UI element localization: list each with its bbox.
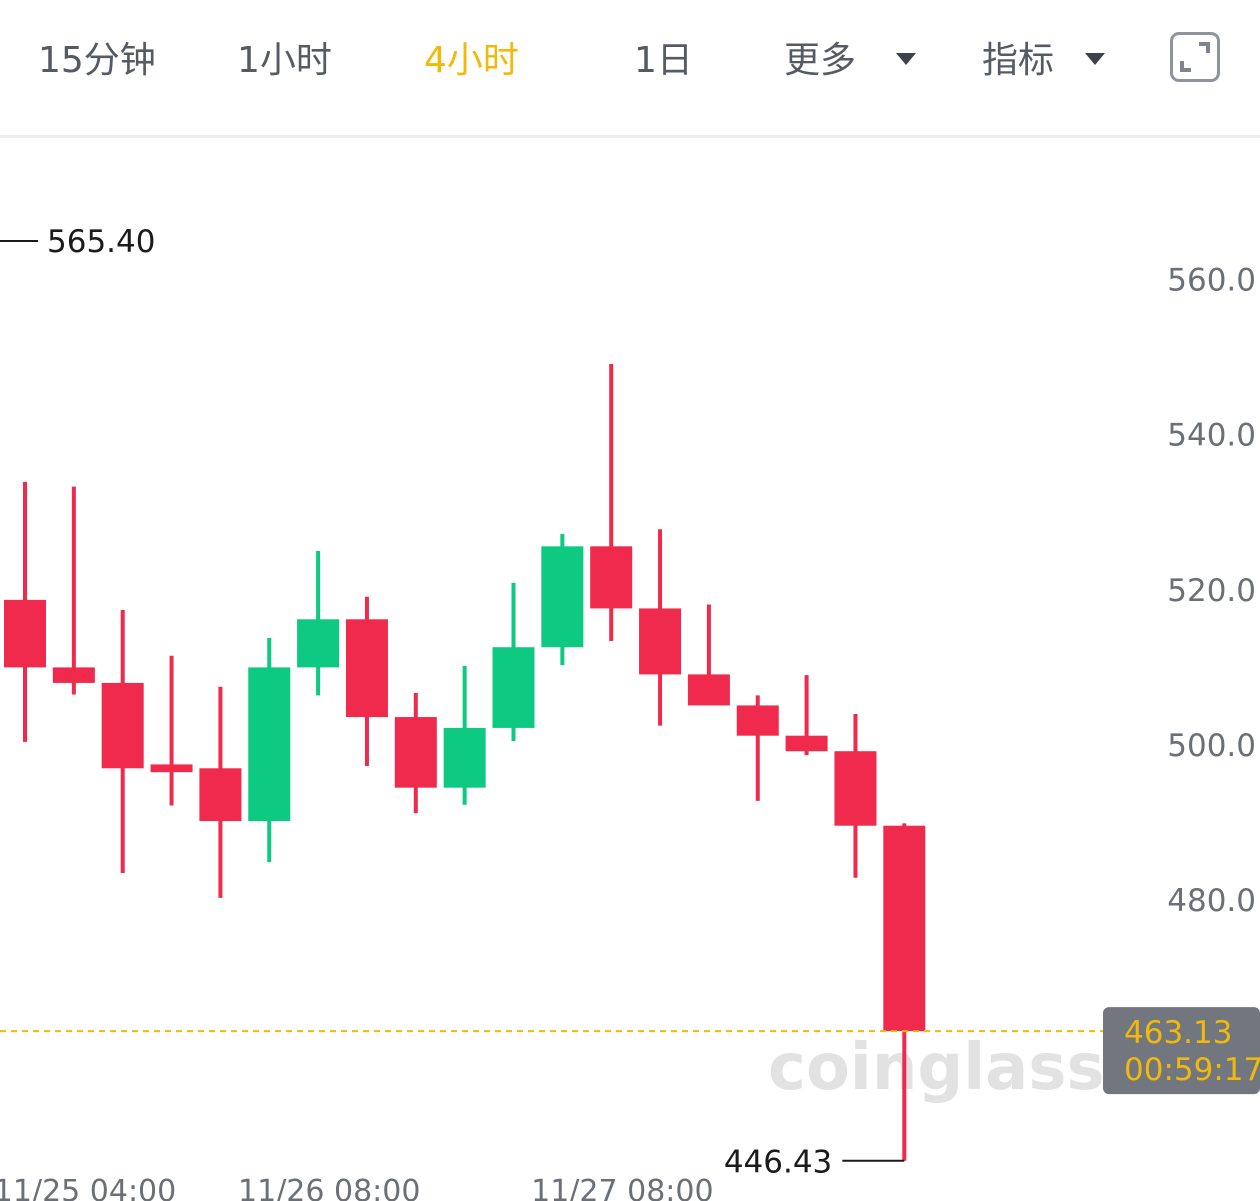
candle[interactable] [834, 713, 877, 878]
candle[interactable] [590, 363, 633, 642]
candle-body [883, 825, 926, 1032]
candle[interactable] [394, 693, 437, 814]
candle[interactable] [687, 604, 730, 706]
more-dropdown[interactable]: 更多 [784, 40, 857, 81]
candle[interactable] [297, 551, 340, 696]
candle-body [345, 619, 388, 718]
candle[interactable] [101, 609, 144, 874]
candle[interactable] [4, 481, 46, 742]
candle[interactable] [639, 529, 682, 726]
indicator-dropdown[interactable]: 指标 [982, 40, 1055, 81]
min-price-label: 446.43 [724, 1145, 832, 1181]
last-price-tag-bg [1103, 1007, 1260, 1095]
candle-body [52, 667, 95, 683]
candle-body [443, 727, 486, 788]
candle[interactable] [883, 823, 926, 1161]
candle[interactable] [492, 582, 535, 742]
indicator-chevron-down-icon[interactable] [1085, 53, 1105, 65]
candlestick-chart[interactable]: coinglass.c 560.0 540.0 520.0 500.0 480.0 11/… [0, 141, 1260, 1201]
candle-body [492, 647, 535, 728]
candle-body [4, 599, 46, 668]
tab-15m[interactable]: 15分钟 [38, 40, 156, 81]
candle[interactable] [199, 686, 242, 898]
expand-icon [1180, 42, 1210, 72]
candle[interactable] [736, 695, 779, 801]
candle-body [834, 751, 877, 826]
y-tick-label: 500.0 [1167, 728, 1256, 764]
candle-body [639, 608, 682, 675]
more-chevron-down-icon[interactable] [896, 53, 916, 65]
candle-body [150, 764, 193, 773]
y-tick-label: 480.0 [1167, 883, 1256, 919]
tab-4h[interactable]: 4小时 [424, 40, 519, 81]
y-tick-label: 520.0 [1167, 573, 1256, 609]
candle-countdown: 00:59:17 [1124, 1052, 1260, 1088]
candle-body [248, 667, 291, 822]
candle-body [785, 735, 828, 752]
candle-body [687, 674, 730, 706]
y-tick-label: 540.0 [1167, 418, 1256, 454]
candle[interactable] [52, 486, 95, 695]
candle-body [297, 619, 340, 668]
candle-body [394, 717, 437, 788]
tab-1h[interactable]: 1小时 [237, 40, 332, 81]
candle[interactable] [345, 596, 388, 766]
candle-body [199, 768, 242, 822]
candle-body [590, 546, 633, 609]
x-tick-label: 11/26 08:00 [238, 1174, 420, 1201]
candle[interactable] [248, 637, 291, 863]
candle[interactable] [785, 675, 828, 756]
timeframe-toolbar: 15分钟 1小时 4小时 1日 更多 指标 [0, 0, 1260, 138]
tab-1d[interactable]: 1日 [634, 40, 693, 81]
candle-body [736, 705, 779, 736]
candle-body [541, 546, 584, 648]
candle[interactable] [443, 665, 486, 805]
max-price-label: 565.40 [47, 224, 155, 260]
candle-body [101, 682, 144, 769]
last-price-value: 463.13 [1124, 1015, 1232, 1051]
candle[interactable] [541, 533, 584, 666]
x-tick-label: 11/25 04:00 [0, 1174, 176, 1201]
watermark: coinglass.c [768, 1031, 1167, 1105]
x-tick-label: 11/27 08:00 [531, 1174, 713, 1201]
y-tick-label: 560.0 [1167, 262, 1256, 298]
fullscreen-button[interactable] [1170, 32, 1220, 82]
candle[interactable] [150, 655, 193, 806]
